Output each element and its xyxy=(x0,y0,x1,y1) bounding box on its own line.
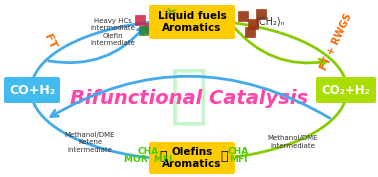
Text: MFI: MFI xyxy=(229,156,247,164)
Text: Olefins
Aromatics: Olefins Aromatics xyxy=(162,147,222,169)
FancyBboxPatch shape xyxy=(316,77,376,103)
Text: CO₂+H₂: CO₂+H₂ xyxy=(322,84,370,96)
FancyBboxPatch shape xyxy=(4,77,60,103)
Bar xyxy=(135,15,145,25)
Text: Methanol/DME
Ketene
intermediate: Methanol/DME Ketene intermediate xyxy=(65,132,115,153)
Text: FT: FT xyxy=(42,33,58,51)
FancyBboxPatch shape xyxy=(149,5,235,39)
Bar xyxy=(149,10,158,19)
Bar xyxy=(248,19,258,29)
Bar xyxy=(139,26,148,35)
Bar xyxy=(256,9,266,19)
Text: 🌶: 🌶 xyxy=(159,150,167,164)
Bar xyxy=(145,23,155,33)
Text: CHA: CHA xyxy=(228,147,249,156)
Bar xyxy=(245,27,255,37)
Text: MOR  MFI: MOR MFI xyxy=(124,156,172,164)
Text: Methanol/DME
intermediate: Methanol/DME intermediate xyxy=(268,135,318,149)
Bar xyxy=(238,11,248,21)
Text: Bifunctional Catalysis: Bifunctional Catalysis xyxy=(70,88,308,107)
Text: (CH₂)ₙ: (CH₂)ₙ xyxy=(255,17,285,27)
Text: FT + RWGS: FT + RWGS xyxy=(318,12,353,72)
Bar xyxy=(153,11,163,21)
Text: Liquid fuels
Aromatics: Liquid fuels Aromatics xyxy=(158,11,226,33)
FancyBboxPatch shape xyxy=(149,142,235,174)
Text: CO+H₂: CO+H₂ xyxy=(9,84,55,96)
Text: Heavy HCs
intermediate
Olefin
intermediate: Heavy HCs intermediate Olefin intermedia… xyxy=(91,18,135,46)
Text: ✂: ✂ xyxy=(167,5,177,19)
Text: 🌶: 🌶 xyxy=(220,150,228,164)
Text: CHA: CHA xyxy=(137,147,159,156)
Text: 🤝: 🤝 xyxy=(170,64,208,126)
